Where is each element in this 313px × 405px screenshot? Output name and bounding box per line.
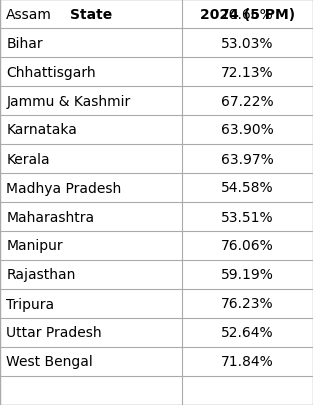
Bar (0, 318, 313, 347)
Text: Jammu & Kashmir: Jammu & Kashmir (6, 94, 131, 108)
Text: 70.66%: 70.66% (221, 7, 274, 21)
Text: 63.97%: 63.97% (221, 152, 274, 166)
Text: Madhya Pradesh: Madhya Pradesh (6, 181, 121, 195)
Text: 59.19%: 59.19% (221, 268, 274, 282)
Bar (0, 347, 313, 376)
Text: 76.23%: 76.23% (221, 297, 274, 311)
Text: 76.06%: 76.06% (221, 239, 274, 253)
Text: Maharashtra: Maharashtra (6, 210, 95, 224)
Bar (0, 29, 313, 58)
Text: 63.90%: 63.90% (221, 123, 274, 137)
Bar (0, 58, 313, 87)
Bar (0, 231, 313, 260)
Bar (0, 0, 313, 29)
Text: 54.58%: 54.58% (221, 181, 274, 195)
Text: Manipur: Manipur (6, 239, 63, 253)
Text: Assam: Assam (6, 7, 52, 21)
Bar (0, 87, 313, 116)
Text: State: State (70, 7, 112, 21)
Text: 2024 (5 PM): 2024 (5 PM) (200, 7, 295, 21)
Text: Bihar: Bihar (6, 36, 43, 50)
Bar (0, 260, 313, 289)
Bar (0, 202, 313, 231)
Bar (0, 145, 313, 174)
Text: 52.64%: 52.64% (221, 326, 274, 340)
Text: Chhattisgarh: Chhattisgarh (6, 65, 96, 79)
Bar (0, 174, 313, 202)
Text: Uttar Pradesh: Uttar Pradesh (6, 326, 102, 340)
Text: 72.13%: 72.13% (221, 65, 274, 79)
Text: 71.84%: 71.84% (221, 355, 274, 369)
Bar (0, 0, 313, 29)
Text: Kerala: Kerala (6, 152, 50, 166)
Text: Karnataka: Karnataka (6, 123, 77, 137)
Text: 53.51%: 53.51% (221, 210, 274, 224)
Text: 53.03%: 53.03% (221, 36, 274, 50)
Text: Tripura: Tripura (6, 297, 54, 311)
Text: Rajasthan: Rajasthan (6, 268, 76, 282)
Text: 67.22%: 67.22% (221, 94, 274, 108)
Text: West Bengal: West Bengal (6, 355, 93, 369)
Bar (0, 289, 313, 318)
Bar (0, 116, 313, 145)
